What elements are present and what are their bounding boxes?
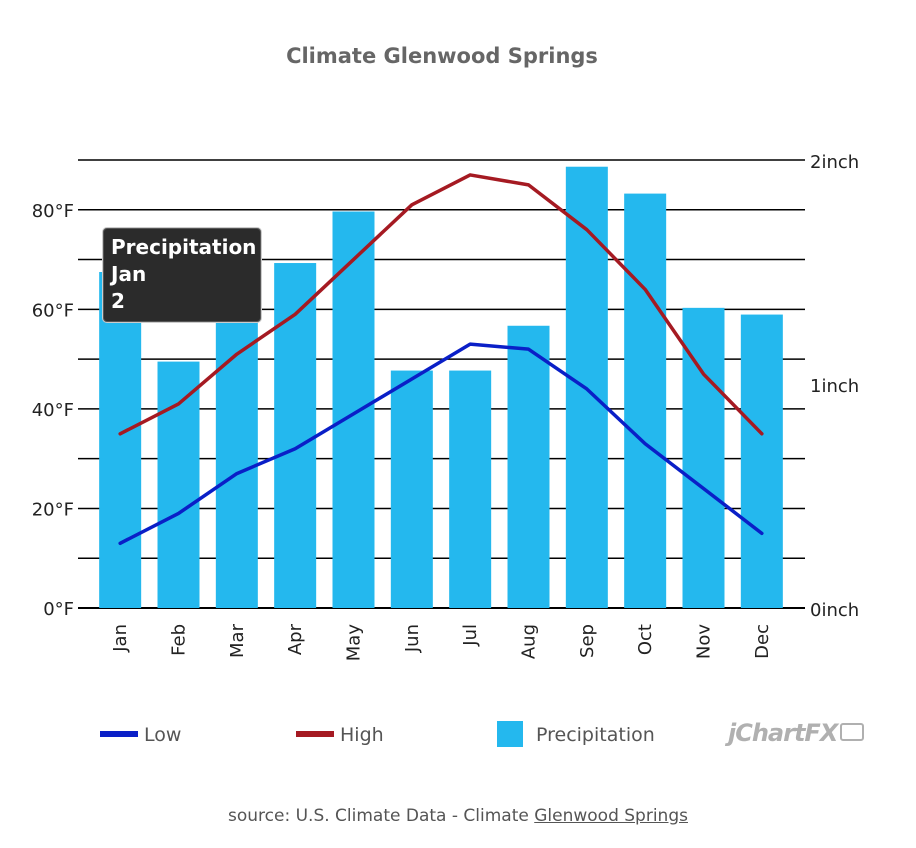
brand-chart-icon xyxy=(840,723,865,741)
precipitation-bars xyxy=(99,166,783,608)
x-tick-label: Sep xyxy=(577,624,598,658)
x-tick-label: Jul xyxy=(460,624,481,647)
legend-label-high: High xyxy=(340,724,384,746)
temperature-lines xyxy=(118,173,764,546)
precipitation-bar-jan xyxy=(99,272,142,608)
right-tick-label: 1inch xyxy=(810,376,859,397)
source-link[interactable]: Glenwood Springs xyxy=(534,806,688,826)
precipitation-bar-may xyxy=(332,211,375,608)
x-axis: Jan Feb Mar Apr May Jun Jul Aug Sep Oct Nov Dec xyxy=(110,623,773,661)
x-tick-label: Feb xyxy=(169,624,190,656)
precipitation-bar-jul xyxy=(449,370,492,608)
precipitation-bar-dec xyxy=(740,314,783,608)
tooltip-value: 2 xyxy=(111,289,125,313)
right-tick-label: 0inch xyxy=(810,600,859,621)
tooltip-series: Precipitation xyxy=(111,235,257,259)
legend: Low High Precipitation xyxy=(100,721,655,747)
legend-swatch-high xyxy=(296,731,334,737)
high-temperature-line xyxy=(118,173,764,436)
precipitation-bar-jun xyxy=(390,370,433,608)
left-tick-label: 60°F xyxy=(32,300,74,321)
x-tick-label: Nov xyxy=(694,624,715,659)
right-axis: 0inch 1inch 2inch xyxy=(810,152,859,621)
x-tick-label: Oct xyxy=(635,624,656,655)
x-tick-label: Jan xyxy=(110,624,131,653)
data-tooltip: Precipitation Jan 2 xyxy=(102,227,262,323)
brand-text: jChartFX xyxy=(728,719,838,747)
source-note: source: U.S. Climate Data - Climate Glen… xyxy=(0,806,916,826)
x-tick-label: Mar xyxy=(227,623,248,658)
precipitation-bar-oct xyxy=(624,193,667,608)
x-tick-label: May xyxy=(344,624,365,662)
x-tick-label: Dec xyxy=(752,624,773,659)
precipitation-bar-mar xyxy=(215,319,258,608)
x-tick-label: Apr xyxy=(285,623,306,655)
x-tick-label: Aug xyxy=(519,624,540,659)
tooltip-category: Jan xyxy=(111,262,147,286)
left-tick-label: 0°F xyxy=(43,599,74,620)
precipitation-bar-apr xyxy=(274,263,317,608)
chart-title: Climate Glenwood Springs xyxy=(286,44,598,68)
legend-label-low: Low xyxy=(144,724,181,746)
precipitation-bar-aug xyxy=(507,325,550,608)
low-temperature-line xyxy=(118,342,764,546)
legend-swatch-low xyxy=(100,731,138,737)
left-tick-label: 20°F xyxy=(32,499,74,520)
precipitation-bar-feb xyxy=(157,361,200,608)
right-tick-label: 2inch xyxy=(810,152,859,173)
precipitation-bar-nov xyxy=(682,307,725,608)
legend-swatch-precipitation xyxy=(497,721,523,747)
source-prefix: source: U.S. Climate Data - Climate xyxy=(228,806,535,826)
left-tick-label: 40°F xyxy=(32,400,74,421)
left-axis: 0°F 20°F 40°F 60°F 80°F xyxy=(32,201,74,620)
jchartfx-logo: jChartFX xyxy=(728,719,865,747)
x-tick-label: Jun xyxy=(402,624,423,653)
legend-label-precipitation: Precipitation xyxy=(536,724,655,746)
left-tick-label: 80°F xyxy=(32,201,74,222)
